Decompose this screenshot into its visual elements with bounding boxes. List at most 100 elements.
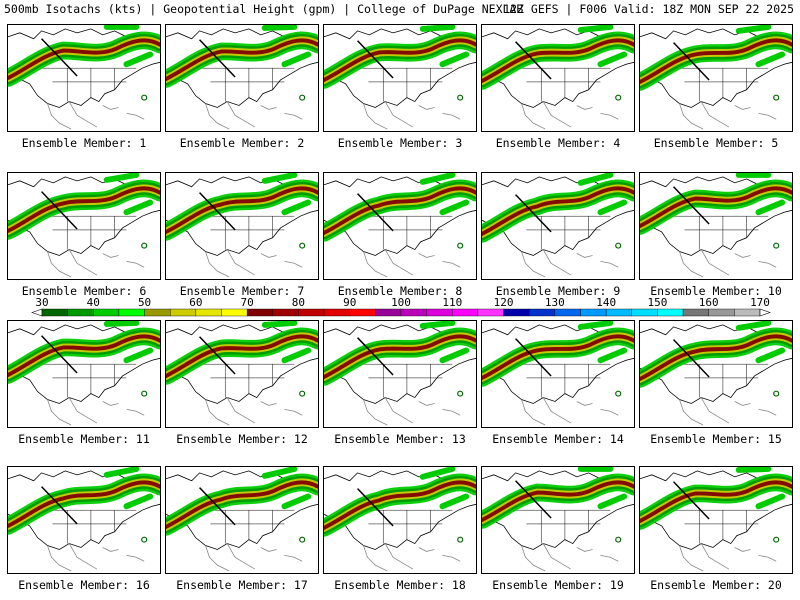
trough-axis	[357, 337, 394, 376]
state-borders	[195, 363, 295, 398]
colorbar-segment	[734, 308, 761, 317]
gray-coastline	[363, 249, 461, 278]
ensemble-map	[324, 25, 476, 130]
ensemble-panel-1	[7, 24, 161, 132]
isotach-fragment	[577, 321, 628, 364]
ensemble-panel-8	[323, 172, 477, 280]
isotach-fragment	[103, 467, 154, 510]
isotach-fragment	[735, 321, 786, 364]
colorbar-tick-label: 150	[647, 296, 668, 309]
low-marker	[299, 390, 306, 397]
ensemble-panel-13	[323, 320, 477, 428]
ensemble-map	[324, 467, 476, 572]
ensemble-member-label: Ensemble Member: 3	[337, 136, 463, 150]
state-borders	[37, 67, 137, 102]
colorbar-segment	[503, 308, 530, 317]
state-borders	[353, 363, 453, 398]
ensemble-panel-6	[7, 172, 161, 280]
ensemble-member-label: Ensemble Member: 12	[176, 432, 308, 446]
trough-axis	[357, 193, 394, 232]
ensemble-member-label: Ensemble Member: 2	[179, 136, 305, 150]
isotach-band	[640, 334, 792, 381]
colorbar-tick-label: 40	[86, 296, 100, 309]
colorbar-segment	[682, 308, 709, 317]
trough-axis	[199, 487, 236, 526]
ensemble-panel-19	[481, 466, 635, 574]
low-marker	[141, 94, 148, 101]
gray-coastline	[47, 543, 145, 572]
colorbar-tick-label: 70	[240, 296, 254, 309]
isotach-fragment	[103, 173, 154, 216]
state-borders	[511, 363, 611, 398]
colorbar-segment	[93, 308, 120, 317]
colorbar-segment	[605, 308, 632, 317]
ensemble-member-label: Ensemble Member: 20	[650, 578, 782, 592]
ensemble-panel-16	[7, 466, 161, 574]
colorbar-segment	[631, 308, 658, 317]
trough-axis	[41, 335, 78, 374]
gray-coastline	[363, 397, 461, 426]
colorbar-segment	[580, 308, 607, 317]
ensemble-map	[166, 321, 318, 426]
ensemble-map	[482, 25, 634, 130]
isotach-band	[482, 186, 634, 236]
colorbar-segment	[554, 308, 581, 317]
header-title-right: 12Z GEFS | F006 Valid: 18Z MON SEP 22 20…	[503, 2, 794, 16]
colorbar-segment	[195, 308, 222, 317]
colorbar-segment	[477, 308, 504, 317]
isotach-fragment	[577, 173, 628, 216]
ensemble-panel-9	[481, 172, 635, 280]
colorbar-left-arrow	[31, 308, 43, 317]
isotach-band	[324, 186, 476, 235]
ensemble-map	[166, 173, 318, 278]
ensemble-member-label: Ensemble Member: 18	[334, 578, 466, 592]
colorbar-tick-label: 170	[750, 296, 770, 309]
state-borders	[353, 509, 453, 544]
colorbar-segment	[349, 308, 376, 317]
ensemble-map	[640, 467, 792, 572]
ensemble-member-label: Ensemble Member: 7	[179, 284, 305, 298]
isotach-fragment	[419, 25, 470, 68]
low-marker	[299, 94, 306, 101]
gray-coastline	[363, 543, 461, 572]
isotach-band	[482, 480, 634, 522]
ensemble-member-label: Ensemble Member: 15	[650, 432, 782, 446]
isotach-fragment	[261, 173, 312, 216]
trough-axis	[673, 339, 710, 378]
ensemble-map	[324, 173, 476, 278]
ensemble-member-label: Ensemble Member: 19	[492, 578, 624, 592]
colorbar-segment	[529, 308, 556, 317]
low-marker	[141, 390, 148, 397]
low-marker	[615, 390, 622, 397]
state-borders	[195, 67, 295, 102]
colorbar-tick-label: 80	[291, 296, 306, 309]
low-marker	[773, 390, 780, 397]
state-borders	[37, 363, 137, 398]
ensemble-panel-4	[481, 24, 635, 132]
gray-coastline	[205, 543, 303, 572]
colorbar-segment	[400, 308, 427, 317]
isotach-fragment	[419, 173, 470, 216]
low-marker	[615, 94, 622, 101]
trough-axis	[199, 39, 236, 78]
low-marker	[141, 536, 148, 543]
colorbar-segment	[452, 308, 479, 317]
ensemble-map	[166, 467, 318, 572]
state-borders	[669, 363, 769, 398]
colorbar-legend: 30 40 50 60 70 80 90 100 110 120 130 140 150 160 170	[0, 296, 800, 318]
state-borders	[37, 215, 137, 250]
gray-coastline	[205, 397, 303, 426]
isotach-band	[482, 334, 634, 380]
ensemble-map	[8, 467, 160, 572]
colorbar-tick-label: 130	[544, 296, 565, 309]
header: 500mb Isotachs (kts) | Geopotential Heig…	[0, 2, 800, 22]
ensemble-member-label: Ensemble Member: 5	[653, 136, 779, 150]
isotach-band	[324, 38, 476, 82]
colorbar-right-arrow	[759, 308, 771, 317]
isotach-fragment	[261, 321, 312, 364]
isotach-fragment	[577, 25, 628, 68]
trough-axis	[199, 336, 236, 375]
trough-axis	[357, 488, 394, 527]
ensemble-panel-7	[165, 172, 319, 280]
colorbar-segment	[708, 308, 735, 317]
